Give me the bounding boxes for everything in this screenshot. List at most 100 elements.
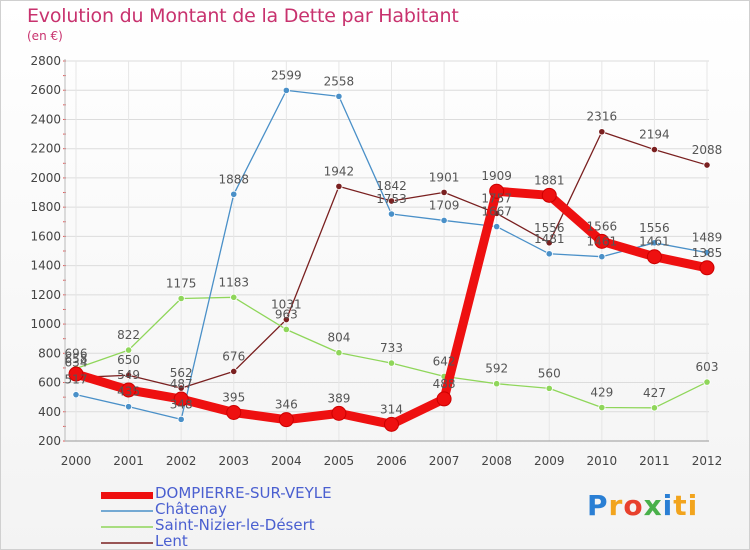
data-label: 1461 [587,235,618,249]
data-label: 2088 [692,143,723,157]
chart-unit: (en €) [27,29,63,43]
x-tick-label: 2011 [639,454,670,468]
x-tick-label: 2008 [481,454,512,468]
data-label: 1556 [534,221,565,235]
data-label: 395 [222,391,245,405]
data-label: 804 [327,331,350,345]
data-point [440,188,448,196]
y-tick-label: 1600 [30,229,61,243]
data-point [650,239,659,247]
data-point [387,210,396,218]
data-label: 488 [433,377,456,391]
data-label: 650 [117,353,140,367]
data-label: 1901 [429,170,460,184]
data-point [545,250,553,258]
data-point [282,86,290,94]
data-label: 592 [485,362,508,376]
data-label: 1175 [166,277,197,291]
data-label: 549 [117,368,140,382]
data-point [124,403,133,411]
data-point [493,222,501,231]
data-label: 389 [327,391,350,405]
x-tick-label: 2006 [376,454,407,468]
data-label: 696 [65,347,88,361]
legend-label: Saint-Nizier-le-Désert [155,516,315,534]
data-label: 1909 [481,169,512,183]
data-label: 963 [275,307,298,321]
data-label: 1385 [692,246,723,260]
data-point [384,416,399,432]
x-tick-label: 2004 [271,454,302,468]
data-label: 2316 [587,110,618,124]
data-label: 1556 [639,221,670,235]
data-point [230,293,238,301]
data-point [703,161,711,169]
data-label: 346 [275,398,298,412]
data-point [436,391,452,407]
data-label: 1481 [534,232,565,246]
data-point [72,391,80,399]
data-point [282,325,290,334]
x-tick-label: 2009 [534,454,565,468]
data-point [177,384,185,392]
data-label: 429 [590,386,613,400]
data-point [646,249,662,265]
data-point [541,187,557,203]
legend-label: Châtenay [155,500,227,518]
legend-swatch [101,542,153,544]
data-point [177,415,185,423]
y-tick-label: 1800 [30,200,61,214]
y-tick-label: 2200 [30,142,61,156]
data-label: 2599 [271,68,302,82]
data-point [440,216,448,225]
y-tick-label: 2400 [30,112,61,126]
logo-letter: o [623,489,644,522]
legend-label: DOMPIERRE-SUR-VEYLE [155,484,332,502]
logo-letter: r [608,489,624,522]
data-point [226,405,242,420]
data-label: 603 [696,360,719,374]
x-tick-label: 2001 [113,454,144,468]
data-label: 562 [170,366,193,380]
data-label: 1566 [587,219,618,233]
data-label: 676 [222,349,245,363]
data-point [545,239,553,247]
data-label: 517 [65,373,88,387]
data-label: 348 [170,397,193,411]
data-point [598,253,606,261]
data-point [121,382,137,398]
data-point [387,359,396,367]
data-label: 658 [65,352,88,366]
data-point [331,405,347,421]
data-point [124,346,133,354]
data-point [230,367,238,376]
data-point [650,145,659,154]
data-label: 487 [170,377,193,391]
data-label: 435 [117,385,140,399]
x-tick-label: 2010 [587,454,618,468]
data-label: 1842 [376,179,407,193]
y-tick-label: 1200 [30,288,61,302]
data-label: 1881 [534,173,565,187]
legend-label: Lent [155,532,188,550]
data-point [598,403,606,412]
logo-letter: x [643,489,663,522]
data-point [335,92,343,100]
data-point [650,404,659,412]
x-tick-label: 2005 [324,454,355,468]
data-label: 634 [65,356,88,370]
y-tick-label: 2000 [30,171,61,185]
chart-title: Evolution du Montant de la Dette par Hab… [27,5,459,27]
data-label: 642 [433,354,456,368]
legend-swatch [101,492,153,499]
data-label: 1667 [481,205,512,219]
data-label: 2194 [639,128,670,142]
data-point [177,294,185,303]
data-label: 1888 [218,172,249,186]
y-tick-label: 400 [38,405,61,419]
data-point [594,233,610,249]
data-label: 560 [538,366,561,380]
legend-item: Saint-Nizier-le-Désert [101,517,441,533]
data-point [68,366,84,382]
